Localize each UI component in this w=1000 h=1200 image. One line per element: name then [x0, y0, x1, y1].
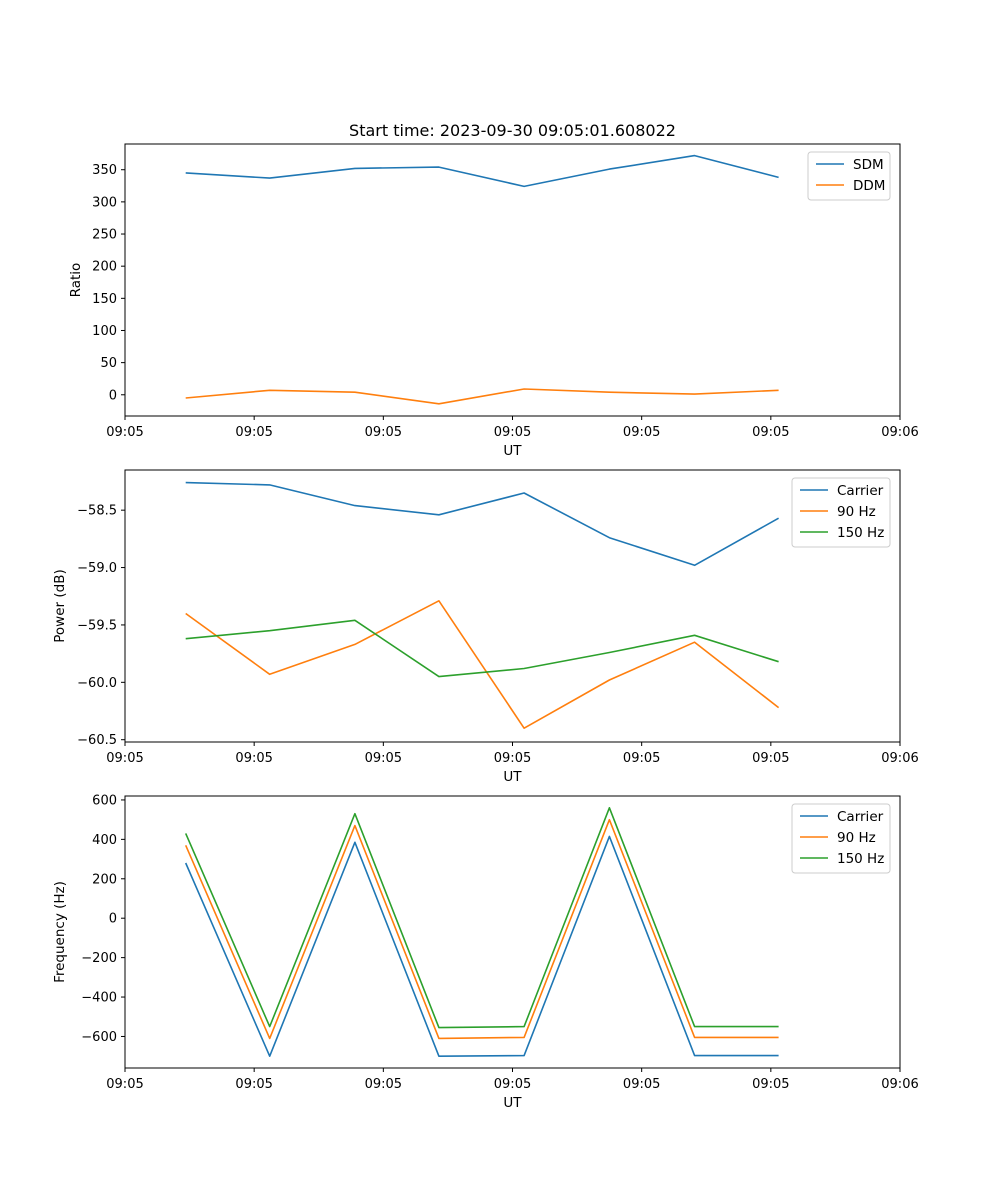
chart-panel-3: 09:05 09:05 09:05 09:05 09:05 09:05 09:06 −600 −… — [52, 793, 919, 1111]
series-line-carrier — [185, 481, 779, 567]
plot-frame — [124, 795, 901, 1069]
y-tick-label: 200 — [92, 872, 117, 887]
x-tick-label: 09:05 — [494, 1077, 531, 1092]
y-tick-label: 0 — [109, 912, 117, 927]
legend-entry: 150 Hz — [837, 851, 884, 867]
legend-entry: 90 Hz — [837, 830, 876, 846]
x-tick-label: 09:05 — [106, 425, 143, 440]
y-axis-label: Power (dB) — [52, 569, 68, 642]
x-tick-label: 09:05 — [235, 1077, 272, 1092]
x-tick-label: 09:05 — [752, 751, 789, 766]
legend-entry: Carrier — [837, 809, 884, 825]
x-tick-label: 09:05 — [106, 751, 143, 766]
plot-area — [125, 470, 900, 742]
legend-box — [791, 477, 891, 548]
x-tick-label: 09:05 — [365, 751, 402, 766]
x-tick-label: 09:05 — [752, 425, 789, 440]
y-tick-label: 300 — [92, 195, 117, 210]
y-tick-label: 400 — [92, 833, 117, 848]
legend-entry: 90 Hz — [837, 504, 876, 520]
y-tick-label: 250 — [92, 228, 117, 243]
x-tick-label: 09:05 — [752, 1077, 789, 1092]
y-axis-label: Frequency (Hz) — [52, 881, 68, 983]
y-tick-label: −58.5 — [77, 504, 117, 519]
series-line-sdm — [185, 154, 779, 188]
legend-entry: 150 Hz — [837, 525, 884, 541]
y-tick-label: −59.5 — [77, 618, 117, 633]
series-line-90-hz — [185, 599, 780, 730]
chart-panel-1: Start time: 2023-09-30 09:05:01.608022 09… — [68, 121, 919, 459]
y-tick-label: −59.0 — [77, 561, 117, 576]
x-axis-label: UT — [503, 443, 522, 459]
legend-box — [791, 803, 891, 874]
plot-area — [125, 796, 900, 1068]
x-tick-label: 09:05 — [235, 751, 272, 766]
x-tick-label: 09:05 — [623, 751, 660, 766]
y-tick-label: 150 — [92, 292, 117, 307]
y-tick-label: −200 — [81, 951, 117, 966]
x-tick-label: 09:05 — [623, 1077, 660, 1092]
x-tick-label: 09:06 — [881, 425, 918, 440]
legend-entry: DDM — [853, 178, 885, 194]
series-line-carrier — [184, 835, 779, 1057]
series-line-ddm — [185, 388, 779, 405]
chart-panel-2: 09:05 09:05 09:05 09:05 09:05 09:05 09:06 −60.5… — [52, 469, 919, 785]
series-line-150-hz — [185, 619, 779, 678]
x-tick-label: 09:05 — [365, 425, 402, 440]
series-line-90-hz — [184, 818, 779, 1040]
y-tick-label: 0 — [109, 388, 117, 403]
y-tick-label: 50 — [100, 356, 117, 371]
y-tick-label: 350 — [92, 163, 117, 178]
x-tick-label: 09:05 — [365, 1077, 402, 1092]
y-tick-label: −400 — [81, 991, 117, 1006]
x-tick-label: 09:05 — [494, 425, 531, 440]
y-tick-label: 600 — [92, 793, 117, 808]
plot-frame — [124, 143, 901, 417]
legend: Carrier 90 Hz 150 Hz — [791, 477, 891, 548]
legend-entry: SDM — [853, 157, 884, 173]
legend: SDM DDM — [807, 151, 891, 201]
y-tick-label: 200 — [92, 260, 117, 275]
x-tick-label: 09:05 — [494, 751, 531, 766]
x-axis-label: UT — [503, 1095, 522, 1111]
x-tick-label: 09:05 — [106, 1077, 143, 1092]
plot-area — [125, 144, 900, 416]
plot-frame — [124, 469, 901, 743]
legend: Carrier 90 Hz 150 Hz — [791, 803, 891, 874]
x-tick-label: 09:05 — [235, 425, 272, 440]
series-line-150-hz — [184, 806, 779, 1029]
x-tick-label: 09:05 — [623, 425, 660, 440]
y-axis-label: Ratio — [68, 263, 84, 298]
y-tick-label: −60.0 — [77, 676, 117, 691]
y-tick-label: −60.5 — [77, 733, 117, 748]
legend-entry: Carrier — [837, 483, 884, 499]
chart-title: Start time: 2023-09-30 09:05:01.608022 — [349, 121, 676, 140]
y-tick-label: −600 — [81, 1030, 117, 1045]
y-tick-label: 100 — [92, 324, 117, 339]
x-tick-label: 09:06 — [881, 751, 918, 766]
x-tick-label: 09:06 — [881, 1077, 918, 1092]
x-axis-label: UT — [503, 769, 522, 785]
